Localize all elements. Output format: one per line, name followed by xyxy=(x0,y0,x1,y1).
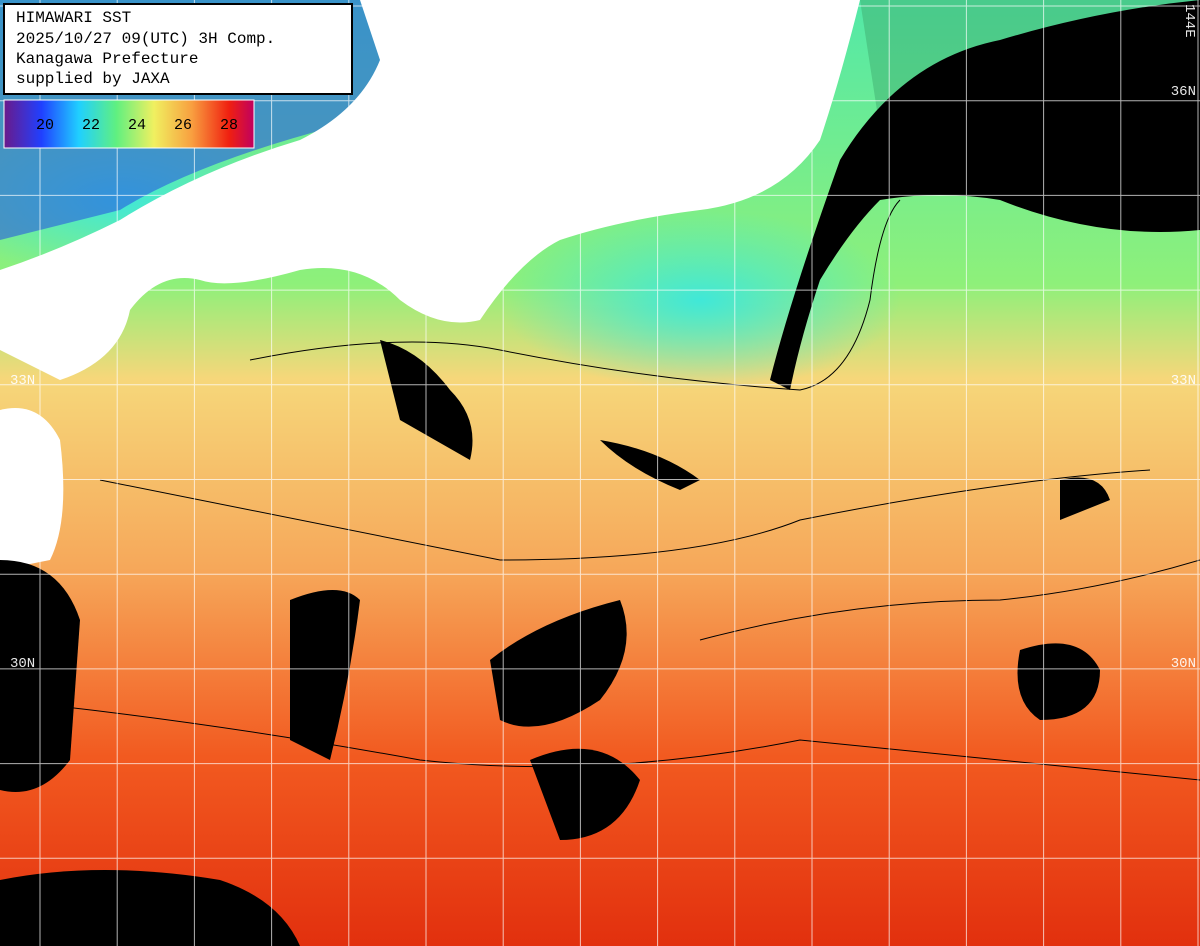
header-background xyxy=(3,3,353,95)
longitude-label: 135E xyxy=(485,4,501,38)
land xyxy=(0,0,860,380)
legend-tick-label: 26 xyxy=(174,117,192,134)
legend: 20 22 24 26 28 xyxy=(3,99,255,149)
latitude-label: 33N xyxy=(10,373,35,389)
header-box: HIMAWARI SST 2025/10/27 09(UTC) 3H Comp.… xyxy=(3,3,353,95)
latitude-label: 30N xyxy=(1171,656,1196,672)
legend-tick-label: 22 xyxy=(82,117,100,134)
header-line: Kanagawa Prefecture xyxy=(16,50,198,68)
latitude-label: 33N xyxy=(1171,373,1196,389)
latitude-label: 30N xyxy=(10,656,35,672)
legend-tick-label: 20 xyxy=(36,117,54,134)
longitude-label: 144E xyxy=(1181,4,1197,38)
legend-tick-label: 28 xyxy=(220,117,238,134)
header-line: HIMAWARI SST xyxy=(16,9,131,27)
header-line: 2025/10/27 09(UTC) 3H Comp. xyxy=(16,30,275,48)
latitude-label: 36N xyxy=(1171,84,1196,100)
land xyxy=(0,408,64,570)
legend-tick-label: 24 xyxy=(128,117,146,134)
color-bar xyxy=(3,99,255,149)
header-line: supplied by JAXA xyxy=(16,70,170,88)
